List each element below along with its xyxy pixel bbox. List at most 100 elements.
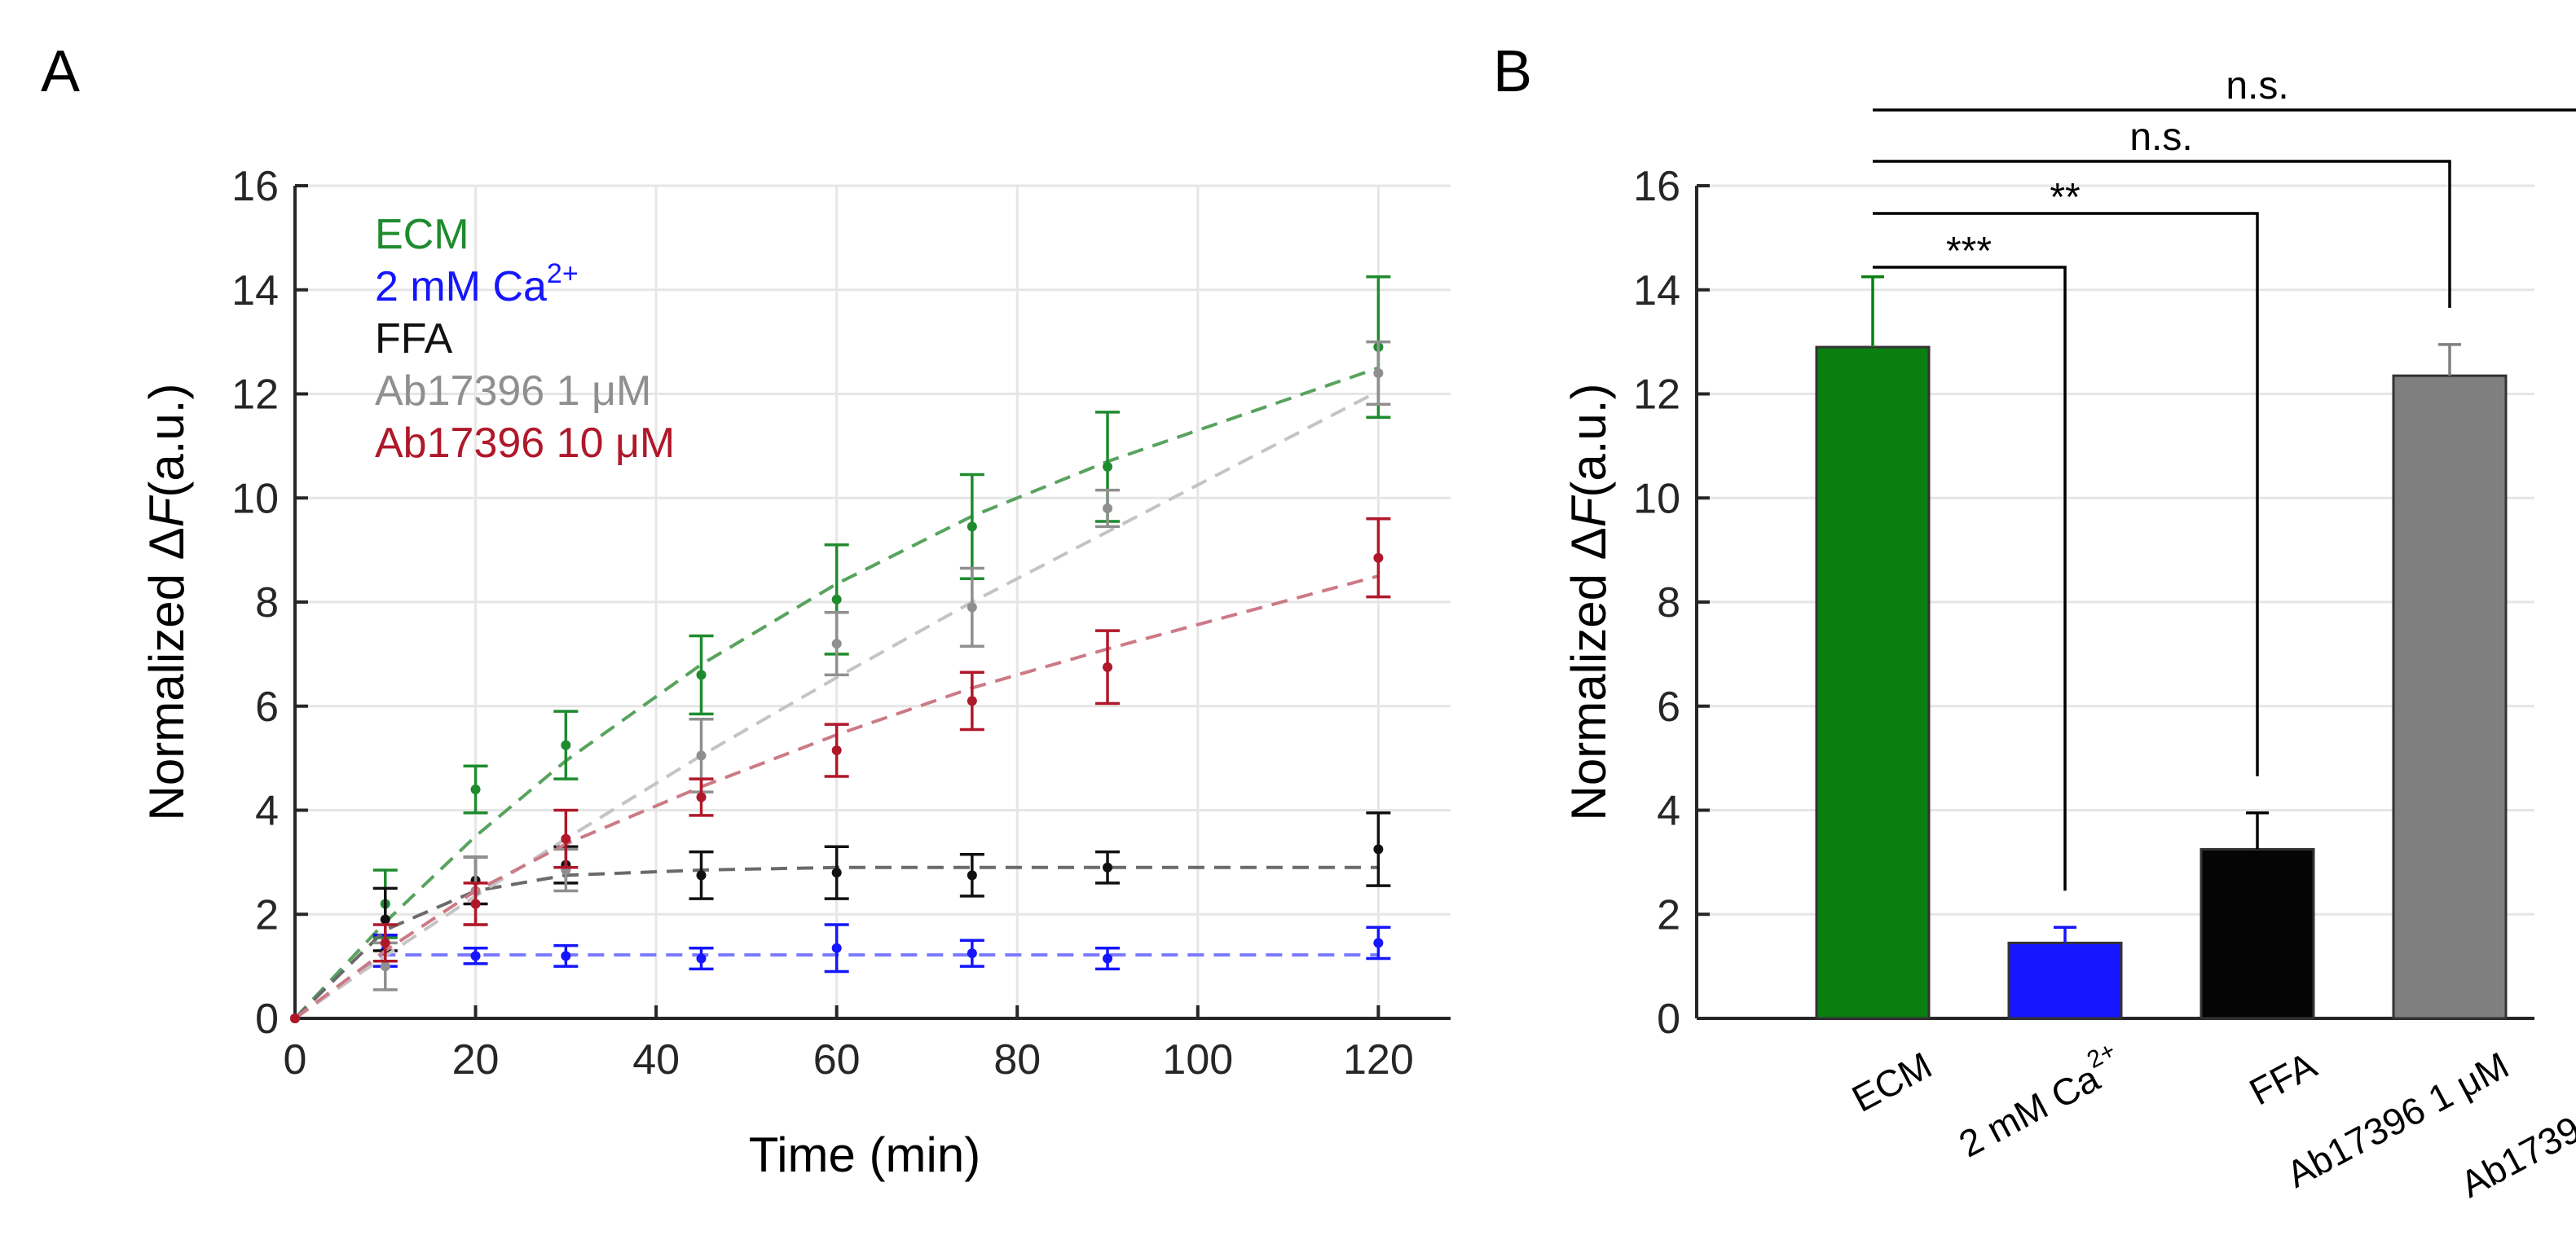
data-point: [561, 740, 571, 750]
y-tick-label: 16: [1633, 163, 1680, 210]
panel-a-letter: A: [41, 39, 80, 104]
data-point: [380, 938, 390, 948]
data-point: [1103, 862, 1113, 873]
data-point: [831, 594, 842, 605]
y-tick-label: 0: [255, 996, 279, 1043]
x-tick-label: 0: [284, 1036, 307, 1084]
legend-superscript: 2+: [547, 258, 579, 289]
legend-entry-3: Ab17396 1 μM: [375, 367, 651, 415]
x-axis-title: Time (min): [749, 1128, 980, 1182]
bar-2: [2200, 847, 2315, 1020]
bracket-line: [1873, 212, 2259, 776]
data-point: [967, 521, 977, 532]
significance-bracket-3: n.s.: [1873, 64, 2576, 112]
series-2: [290, 811, 1391, 1023]
significance-label: n.s.: [2129, 116, 2192, 159]
x-tick-label: 20: [452, 1036, 500, 1084]
legend-entry-1: 2 mM Ca2+: [375, 258, 579, 310]
y-axis-title-units: (a.u.): [1561, 384, 1616, 498]
category-label-text: FFA: [2243, 1043, 2323, 1113]
y-tick-label: 12: [231, 372, 279, 419]
data-point: [696, 792, 707, 802]
y-axis-title: Normalized ΔF(a.u.): [1561, 384, 1616, 821]
data-point: [696, 953, 707, 964]
category-label-text: ECM: [1845, 1044, 1939, 1120]
panel-a-line-chart: 0 2 4 6 8 10 12 14 16 0 20 40 60 80 100 120 Time (min) No…: [139, 163, 1451, 1182]
bracket-line: [1873, 266, 2067, 891]
y-tick-label: 14: [1633, 267, 1680, 314]
data-point: [696, 750, 707, 761]
y-tick-label: 4: [255, 788, 279, 835]
data-point: [380, 961, 390, 972]
legend-entry-0: ECM: [375, 211, 469, 258]
legend-entry-4: Ab17396 10 μM: [375, 420, 675, 467]
data-point: [1103, 953, 1113, 964]
legend-label: 2 mM Ca: [375, 263, 547, 310]
panel-b-bar-chart: 0 2 4 6 8 10 12 14 16 Normalized ΔF(a.u.) ECM 2 mM …: [1561, 64, 2576, 1205]
y-tick-label: 16: [231, 163, 279, 210]
significance-label: **: [2050, 176, 2080, 219]
series-0: [290, 275, 1391, 1023]
y-tick-label: 14: [231, 267, 279, 314]
y-tick-label: 6: [1657, 684, 1680, 731]
data-point: [1373, 367, 1384, 378]
y-axis-title: Normalized ΔF(a.u.): [139, 384, 194, 821]
bracket-line: [1873, 160, 2451, 308]
y-tick-label: 12: [1633, 372, 1680, 419]
data-point: [470, 784, 481, 794]
data-point: [967, 870, 977, 881]
panel-b-letter: B: [1493, 39, 1532, 104]
data-point: [831, 639, 842, 649]
series-1: [290, 923, 1391, 1023]
category-label-0: ECM: [1845, 1044, 1939, 1120]
y-tick-label: 0: [1657, 996, 1680, 1043]
legend-label: Ab17396 10 μM: [375, 420, 675, 467]
data-point: [290, 1013, 300, 1023]
data-point: [561, 833, 571, 844]
legend-entry-2: FFA: [375, 315, 453, 363]
data-point: [1103, 461, 1113, 472]
significance-bracket-0: ***: [1873, 230, 2067, 891]
data-point: [967, 948, 977, 959]
data-point: [831, 868, 842, 878]
data-point: [1373, 844, 1384, 855]
y-tick-label: 8: [1657, 579, 1680, 626]
series-4: [290, 517, 1391, 1023]
fit-line: [293, 366, 1380, 1020]
x-tick-label: 120: [1343, 1036, 1414, 1084]
y-axis-title-variable: F: [1561, 495, 1616, 527]
data-point: [696, 670, 707, 680]
data-point: [470, 951, 481, 961]
y-tick-label: 10: [1633, 475, 1680, 522]
y-axis-title-prefix: Normalized: [139, 560, 194, 820]
bar-3: [2392, 374, 2508, 1020]
x-tick-label: 100: [1162, 1036, 1233, 1084]
significance-label: n.s.: [2226, 64, 2288, 108]
bar-1: [2007, 941, 2123, 1020]
data-point: [967, 696, 977, 706]
y-axis-title-delta: Δ: [1561, 527, 1616, 560]
data-point: [561, 951, 571, 961]
data-point: [967, 602, 977, 613]
y-tick-label: 2: [1657, 891, 1680, 939]
y-tick-label: 6: [255, 684, 279, 731]
y-axis-title-units: (a.u.): [139, 384, 194, 498]
significance-bracket-2: n.s.: [1873, 116, 2451, 308]
data-point: [1103, 662, 1113, 672]
y-tick-label: 8: [255, 579, 279, 626]
x-tick-label: 80: [993, 1036, 1041, 1084]
y-tick-label: 4: [1657, 788, 1680, 835]
data-point: [1373, 938, 1384, 948]
y-axis-title-delta: Δ: [139, 527, 194, 560]
bracket-line: [1873, 108, 2576, 112]
x-tick-label: 60: [813, 1036, 861, 1084]
data-point: [470, 899, 481, 909]
data-point: [696, 870, 707, 881]
bar-0: [1815, 345, 1931, 1020]
category-label-2: FFA: [2243, 1043, 2323, 1113]
y-axis-title-variable: F: [139, 495, 194, 527]
category-label-1: 2 mM Ca2+: [1949, 1037, 2131, 1165]
y-axis-title-prefix: Normalized: [1561, 560, 1616, 820]
legend-label: ECM: [375, 211, 469, 258]
